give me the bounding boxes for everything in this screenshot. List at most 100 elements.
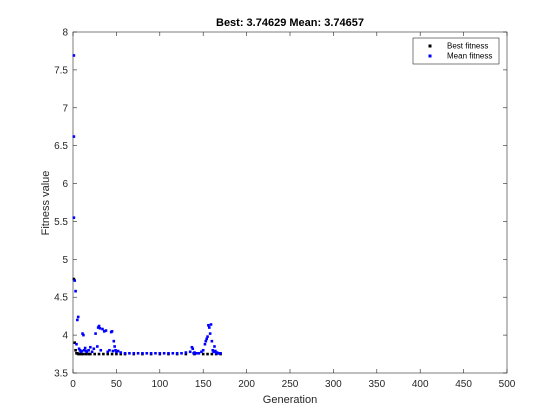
data-point: [132, 351, 136, 355]
x-tick-label: 400: [412, 379, 429, 390]
data-point: [90, 350, 94, 354]
data-point: [190, 345, 194, 349]
data-point: [87, 348, 90, 352]
data-point: [201, 352, 205, 356]
x-axis: 0 50 100 150 200 250 300 350 400 450 500: [70, 32, 516, 390]
data-point: [188, 350, 192, 354]
data-point: [217, 351, 221, 355]
data-point: [80, 352, 83, 356]
legend-box: [412, 37, 500, 65]
legend: Best fitness Mean fitness: [412, 37, 500, 65]
data-point: [119, 352, 123, 356]
x-tick-label: 350: [368, 379, 385, 390]
y-tick-label: 4: [62, 331, 68, 342]
data-point: [162, 351, 166, 355]
data-point: [206, 352, 209, 356]
y-tick-label: 6.5: [54, 141, 68, 152]
y-tick-label: 4.5: [54, 293, 68, 304]
y-tick-label: 7.5: [54, 65, 68, 76]
data-point: [82, 333, 85, 337]
data-point: [87, 352, 90, 356]
data-point: [97, 324, 101, 328]
data-point: [89, 345, 92, 349]
x-tick-label: 200: [238, 379, 255, 390]
data-point: [112, 339, 116, 343]
data-point: [78, 352, 82, 356]
data-point: [80, 349, 83, 353]
data-point: [92, 347, 96, 351]
legend-marker-mean: [428, 54, 432, 58]
data-point: [204, 339, 208, 343]
y-tick-label: 3.5: [54, 369, 68, 380]
data-point: [89, 352, 92, 356]
data-point: [184, 352, 188, 356]
data-point: [111, 349, 115, 353]
data-point: [106, 352, 110, 356]
y-tick-label: 5.5: [54, 217, 68, 228]
data-point: [77, 347, 81, 351]
data-point: [94, 332, 97, 335]
data-point: [201, 348, 205, 352]
data-point: [206, 335, 209, 338]
data-point: [200, 350, 203, 354]
data-point: [207, 323, 210, 327]
data-point: [180, 351, 183, 355]
data-point: [210, 339, 214, 343]
data-point: [113, 345, 116, 348]
x-tick-label: 300: [325, 379, 342, 390]
x-tick-label: 50: [111, 379, 123, 390]
y-axis-label: Fitness value: [40, 171, 52, 236]
legend-marker-best: [428, 44, 432, 48]
data-point: [213, 345, 216, 348]
data-point: [141, 351, 144, 355]
y-tick-label: 6: [62, 179, 68, 190]
data-point: [82, 348, 86, 352]
data-point: [104, 329, 108, 332]
x-tick-label: 0: [70, 379, 76, 390]
data-point: [75, 342, 78, 346]
y-tick-label: 8: [62, 28, 68, 39]
data-point: [96, 326, 100, 329]
data-point: [205, 337, 208, 341]
x-tick-label: 250: [282, 379, 299, 390]
data-point: [210, 352, 214, 356]
data-point: [154, 351, 157, 355]
data-point: [76, 315, 80, 319]
data-point: [74, 289, 77, 293]
data-point: [208, 332, 212, 335]
data-marks: [72, 54, 222, 356]
data-point: [145, 351, 149, 355]
data-point: [219, 351, 222, 355]
series-mean-fitness: [72, 54, 222, 355]
data-point: [191, 347, 195, 351]
data-point: [194, 351, 198, 355]
y-tick-label: 7: [62, 103, 68, 114]
data-point: [97, 352, 101, 356]
data-point: [197, 351, 201, 355]
data-point: [76, 352, 80, 356]
legend-label-mean: Mean fitness: [447, 52, 492, 61]
data-point: [73, 341, 77, 344]
data-point: [93, 352, 96, 356]
data-point: [108, 348, 111, 352]
data-point: [116, 349, 120, 353]
data-point: [85, 350, 89, 354]
data-point: [83, 346, 87, 350]
data-point: [96, 345, 99, 348]
data-point: [84, 352, 88, 356]
data-point: [167, 351, 170, 355]
data-point: [101, 327, 104, 331]
data-point: [214, 349, 217, 353]
data-point: [82, 352, 85, 356]
x-tick-label: 500: [499, 379, 516, 390]
data-point: [78, 348, 82, 352]
data-point: [72, 135, 76, 138]
data-point: [193, 351, 196, 354]
y-axis: 3.5 4 4.5 5 5.5 6 6.5 7 7.5 8: [54, 28, 507, 380]
data-point: [72, 277, 76, 281]
data-point: [99, 348, 103, 352]
data-point: [115, 350, 118, 354]
data-point: [203, 342, 207, 346]
data-point: [171, 351, 175, 355]
